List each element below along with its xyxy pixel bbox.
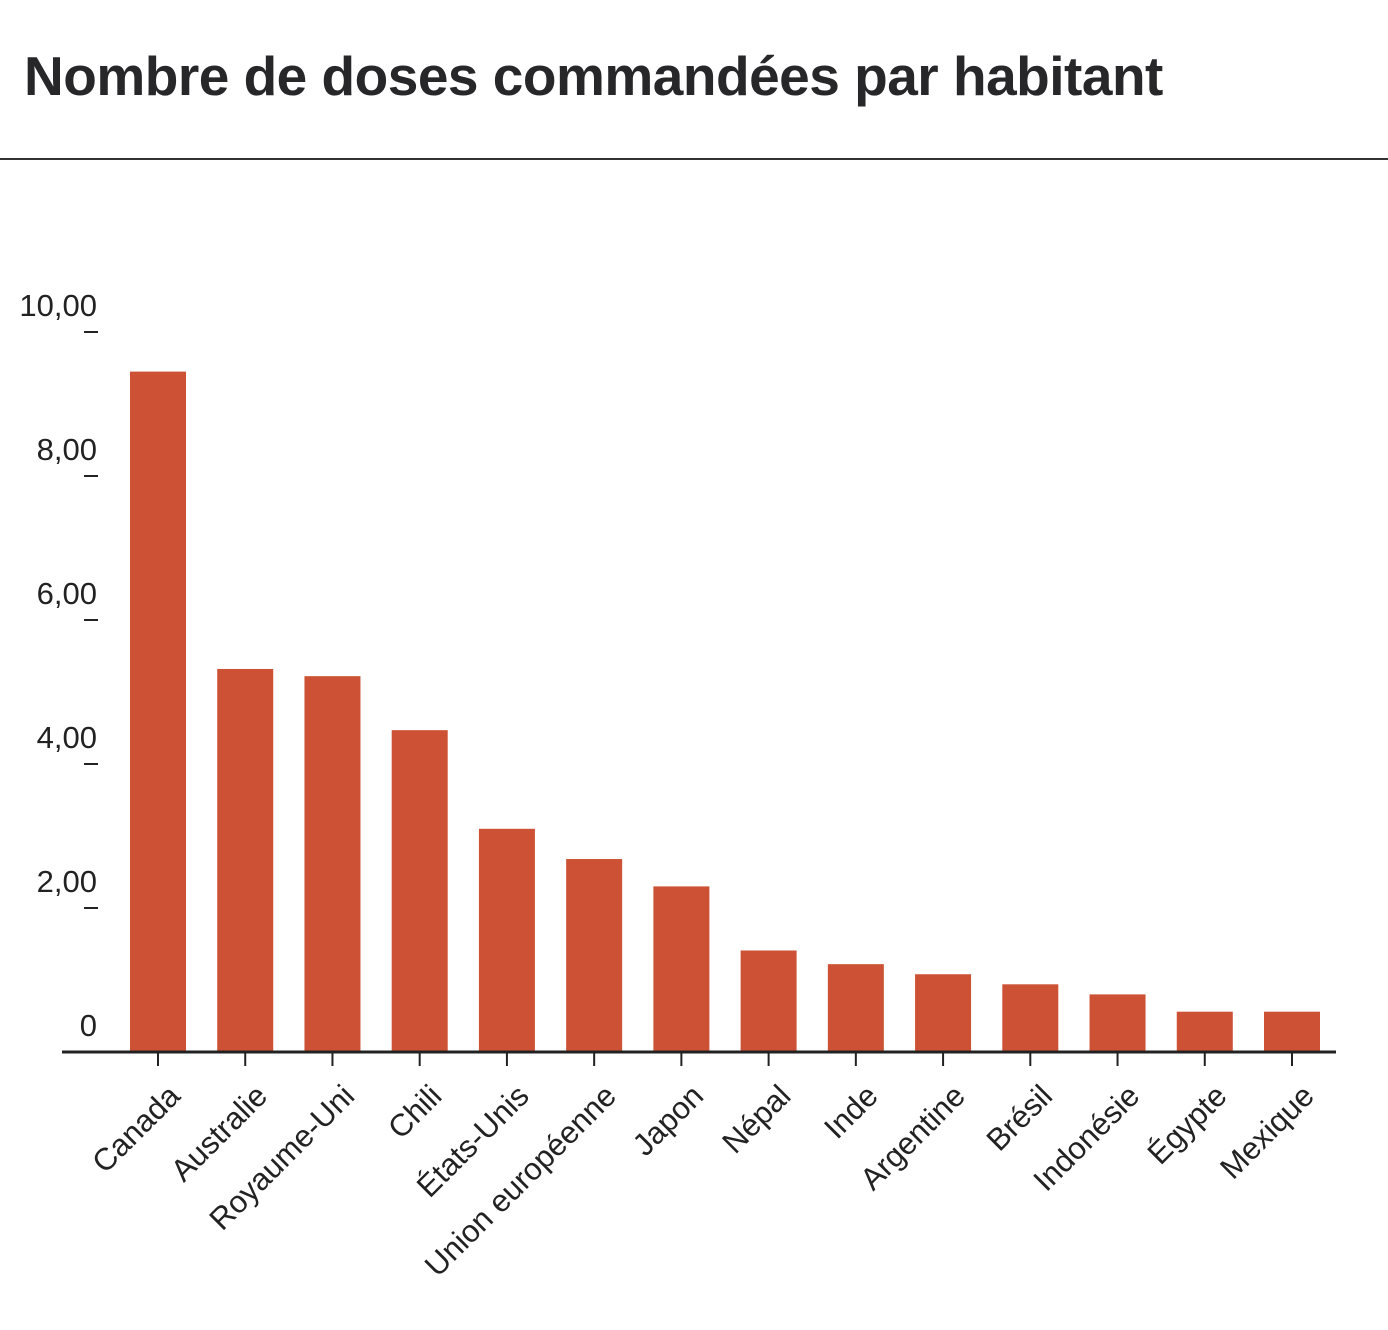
- bar-egypte: [1176, 1011, 1233, 1052]
- bar-royaume-uni: [304, 676, 361, 1052]
- bar-japon: [653, 886, 710, 1052]
- bar-nepal: [740, 950, 797, 1052]
- y-tick-label: 4,00: [37, 720, 97, 755]
- bar-bresil: [1002, 984, 1059, 1052]
- chart-title: Nombre de doses commandées par habitant: [24, 45, 1163, 107]
- y-tick-label: 8,00: [37, 432, 97, 467]
- bar-indonesie: [1089, 994, 1146, 1052]
- x-tick-label-chili: Chili: [381, 1078, 448, 1145]
- y-tick-label: 0: [80, 1008, 97, 1043]
- y-axis: 0 2,00 4,00 6,00 8,00 10,00: [19, 288, 98, 1043]
- y-tick-label: 2,00: [37, 864, 97, 899]
- x-tick-label-nepal: Népal: [715, 1078, 797, 1160]
- bar-etats-unis: [478, 828, 535, 1052]
- bar-argentine: [915, 974, 972, 1052]
- x-tick-label-bresil: Brésil: [980, 1078, 1060, 1158]
- bar-inde: [827, 964, 884, 1052]
- bars: [130, 371, 1320, 1053]
- bar-australie: [217, 668, 274, 1052]
- bar-union-europeenne: [566, 859, 623, 1052]
- bar-chili: [391, 730, 448, 1052]
- bar-mexique: [1264, 1011, 1320, 1052]
- y-tick-label: 6,00: [37, 576, 97, 611]
- bar-canada: [130, 371, 186, 1053]
- x-tick-label-japon: Japon: [626, 1078, 710, 1162]
- x-tick-label-mexique: Mexique: [1213, 1078, 1321, 1186]
- y-tick-label: 10,00: [19, 288, 97, 323]
- x-tick-label-inde: Inde: [817, 1078, 884, 1145]
- title-divider: [0, 158, 1388, 160]
